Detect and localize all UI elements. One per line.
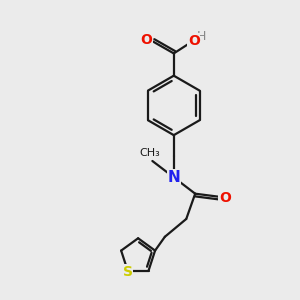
Text: S: S	[123, 265, 133, 279]
Text: N: N	[167, 170, 180, 185]
Text: O: O	[140, 33, 152, 47]
Text: H: H	[196, 30, 206, 43]
Text: CH₃: CH₃	[140, 148, 160, 158]
Text: O: O	[188, 34, 200, 48]
Text: O: O	[219, 191, 231, 205]
